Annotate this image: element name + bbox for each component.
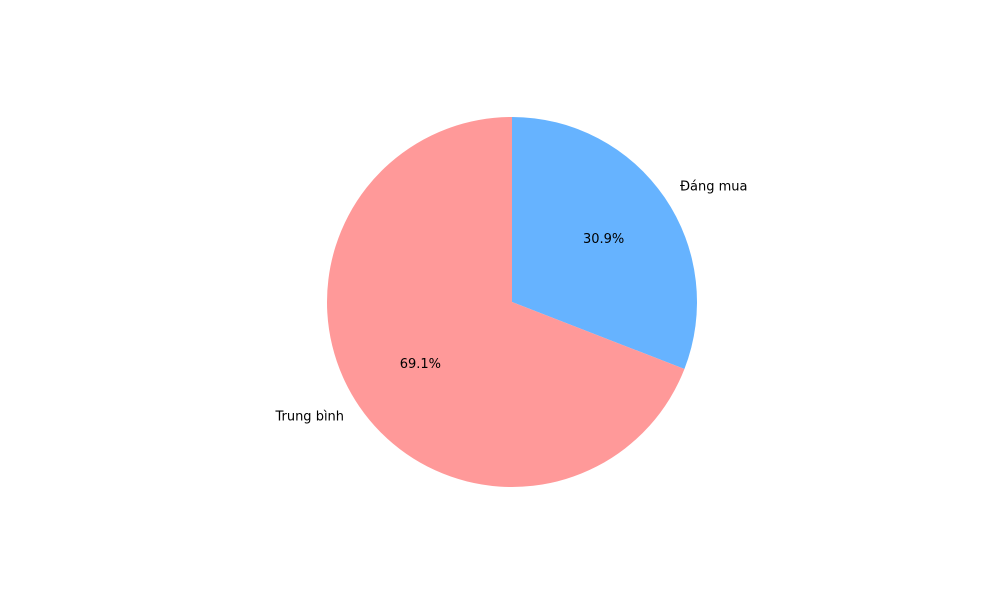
pie-slice (512, 117, 697, 370)
slice-percent-label: 69.1% (400, 357, 441, 372)
slice-category-label: Trung bình (274, 409, 344, 424)
pie-labels: 30.9% Đáng mua 69.1% Trung bình (274, 180, 747, 425)
slice-category-label: Đáng mua (680, 180, 748, 195)
slice-percent-label: 30.9% (583, 232, 624, 247)
pie-slice (327, 117, 685, 487)
pie-slices (327, 117, 697, 487)
